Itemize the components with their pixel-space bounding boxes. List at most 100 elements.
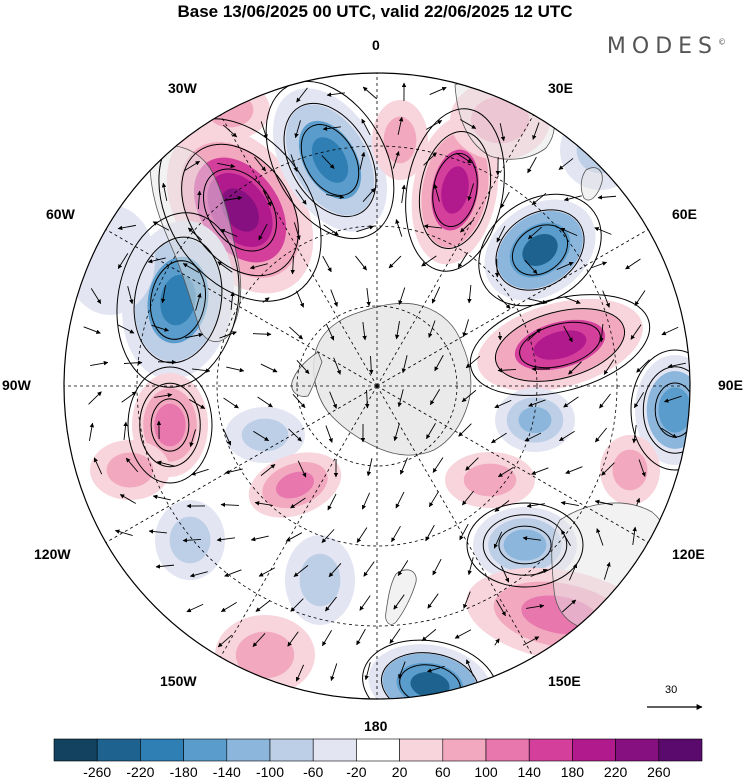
contour-line bbox=[519, 321, 601, 369]
wind-arrow bbox=[634, 290, 646, 306]
wind-arrow bbox=[400, 457, 408, 475]
wind-arrow bbox=[563, 396, 579, 408]
height-contours bbox=[116, 80, 690, 699]
wind-arrow bbox=[391, 525, 401, 543]
wind-arrow bbox=[556, 261, 574, 270]
wind-arrow bbox=[260, 363, 278, 373]
contour-line bbox=[150, 398, 190, 452]
contour-line bbox=[642, 366, 690, 454]
lat-lon-grid bbox=[64, 73, 690, 699]
anomaly-level bbox=[441, 166, 469, 214]
wind-arrow bbox=[429, 86, 447, 95]
wind-arrow bbox=[561, 529, 571, 547]
wind-arrow bbox=[401, 184, 406, 203]
wind-arrow bbox=[288, 428, 302, 442]
wind-arrow bbox=[182, 538, 202, 543]
wind-arrow bbox=[117, 224, 136, 231]
anomaly-level bbox=[154, 403, 186, 447]
wind-arrow bbox=[222, 428, 232, 446]
colorbar-tick-label: -180 bbox=[169, 764, 198, 780]
wind-arrow bbox=[493, 531, 503, 549]
wind-arrow bbox=[321, 529, 335, 543]
wind-arrow bbox=[322, 630, 332, 647]
meridian-line bbox=[220, 385, 378, 658]
wind-arrow bbox=[529, 298, 548, 305]
wind-arrow bbox=[359, 151, 366, 170]
wind-arrow bbox=[395, 491, 405, 509]
wind-arrow bbox=[426, 665, 445, 673]
wind-arrow bbox=[423, 224, 442, 229]
wind-arrow bbox=[497, 331, 503, 341]
wind-arrow bbox=[296, 360, 310, 374]
wind-arrow bbox=[638, 459, 646, 477]
wind-arrow bbox=[602, 290, 610, 308]
wind-arrow bbox=[364, 389, 370, 409]
wind-arrow bbox=[287, 631, 299, 647]
wind-arrow bbox=[295, 189, 307, 205]
wind-arrow bbox=[423, 152, 437, 166]
madagascar-land bbox=[580, 167, 603, 201]
wind-arrow bbox=[458, 423, 472, 437]
wind-arrow bbox=[461, 490, 475, 506]
wind-arrow bbox=[253, 430, 270, 442]
wind-arrow bbox=[356, 527, 368, 543]
contour-line bbox=[498, 525, 552, 565]
lon-120w: 120W bbox=[34, 546, 71, 562]
wind-arrow bbox=[330, 663, 338, 681]
wind-arrow bbox=[425, 120, 443, 130]
colorbar-tick-label: -140 bbox=[212, 764, 241, 780]
wind-arrow bbox=[494, 258, 500, 278]
wind-arrow bbox=[321, 155, 335, 169]
wind-arrow bbox=[296, 87, 308, 103]
anomaly-level bbox=[503, 529, 547, 561]
wind-arrow bbox=[88, 391, 102, 405]
anomaly-cell bbox=[372, 100, 428, 180]
wind-arrow bbox=[249, 263, 268, 270]
wind-arrow bbox=[594, 499, 613, 506]
colorbar-tick-label: 180 bbox=[560, 764, 585, 780]
wind-arrow bbox=[527, 328, 541, 342]
wind-arrow bbox=[257, 396, 273, 408]
lon-150e: 150E bbox=[548, 673, 581, 689]
wind-arrow bbox=[83, 326, 101, 334]
wind-arrow bbox=[532, 122, 540, 140]
meridian-line bbox=[376, 385, 534, 658]
wind-arrow bbox=[463, 591, 471, 609]
contour-line bbox=[466, 502, 584, 588]
wind-arrow bbox=[362, 187, 376, 203]
wind-vectors bbox=[83, 82, 686, 682]
wind-arrow bbox=[262, 189, 272, 207]
wind-arrow bbox=[289, 326, 303, 340]
wind-arrow bbox=[189, 399, 206, 409]
wind-arrow bbox=[185, 332, 204, 339]
wind-arrow bbox=[421, 255, 437, 267]
anomaly-level bbox=[383, 116, 417, 164]
wind-arrow bbox=[260, 464, 276, 476]
lon-90w: 90W bbox=[2, 377, 31, 393]
wind-arrow bbox=[290, 255, 295, 275]
wind-arrow bbox=[397, 116, 404, 135]
lon-60w: 60W bbox=[46, 206, 75, 222]
colorbar-swatch bbox=[658, 738, 703, 762]
anomaly-cell bbox=[495, 388, 575, 452]
wind-arrow bbox=[428, 491, 440, 508]
wind-arrow bbox=[568, 361, 582, 375]
wind-arrow bbox=[465, 457, 479, 471]
wind-arrow bbox=[531, 192, 547, 206]
modes-logo: MODES© bbox=[607, 34, 726, 59]
colorbar-swatch bbox=[399, 738, 444, 762]
wind-arrow bbox=[328, 562, 342, 578]
colorbar-swatch bbox=[615, 738, 660, 762]
colorbar-swatch bbox=[226, 738, 271, 762]
wind-arrow bbox=[466, 659, 474, 677]
wind-arrow bbox=[322, 255, 332, 273]
colorbar-swatch bbox=[442, 738, 487, 762]
wind-arrow bbox=[290, 154, 298, 172]
wind-arrow bbox=[160, 285, 166, 304]
wind-arrow bbox=[293, 565, 309, 577]
anomaly-level bbox=[522, 233, 558, 267]
wind-arrow bbox=[362, 86, 378, 100]
wind-arrow bbox=[433, 183, 440, 202]
wind-arrow bbox=[189, 429, 196, 448]
wind-arrow bbox=[395, 219, 403, 237]
